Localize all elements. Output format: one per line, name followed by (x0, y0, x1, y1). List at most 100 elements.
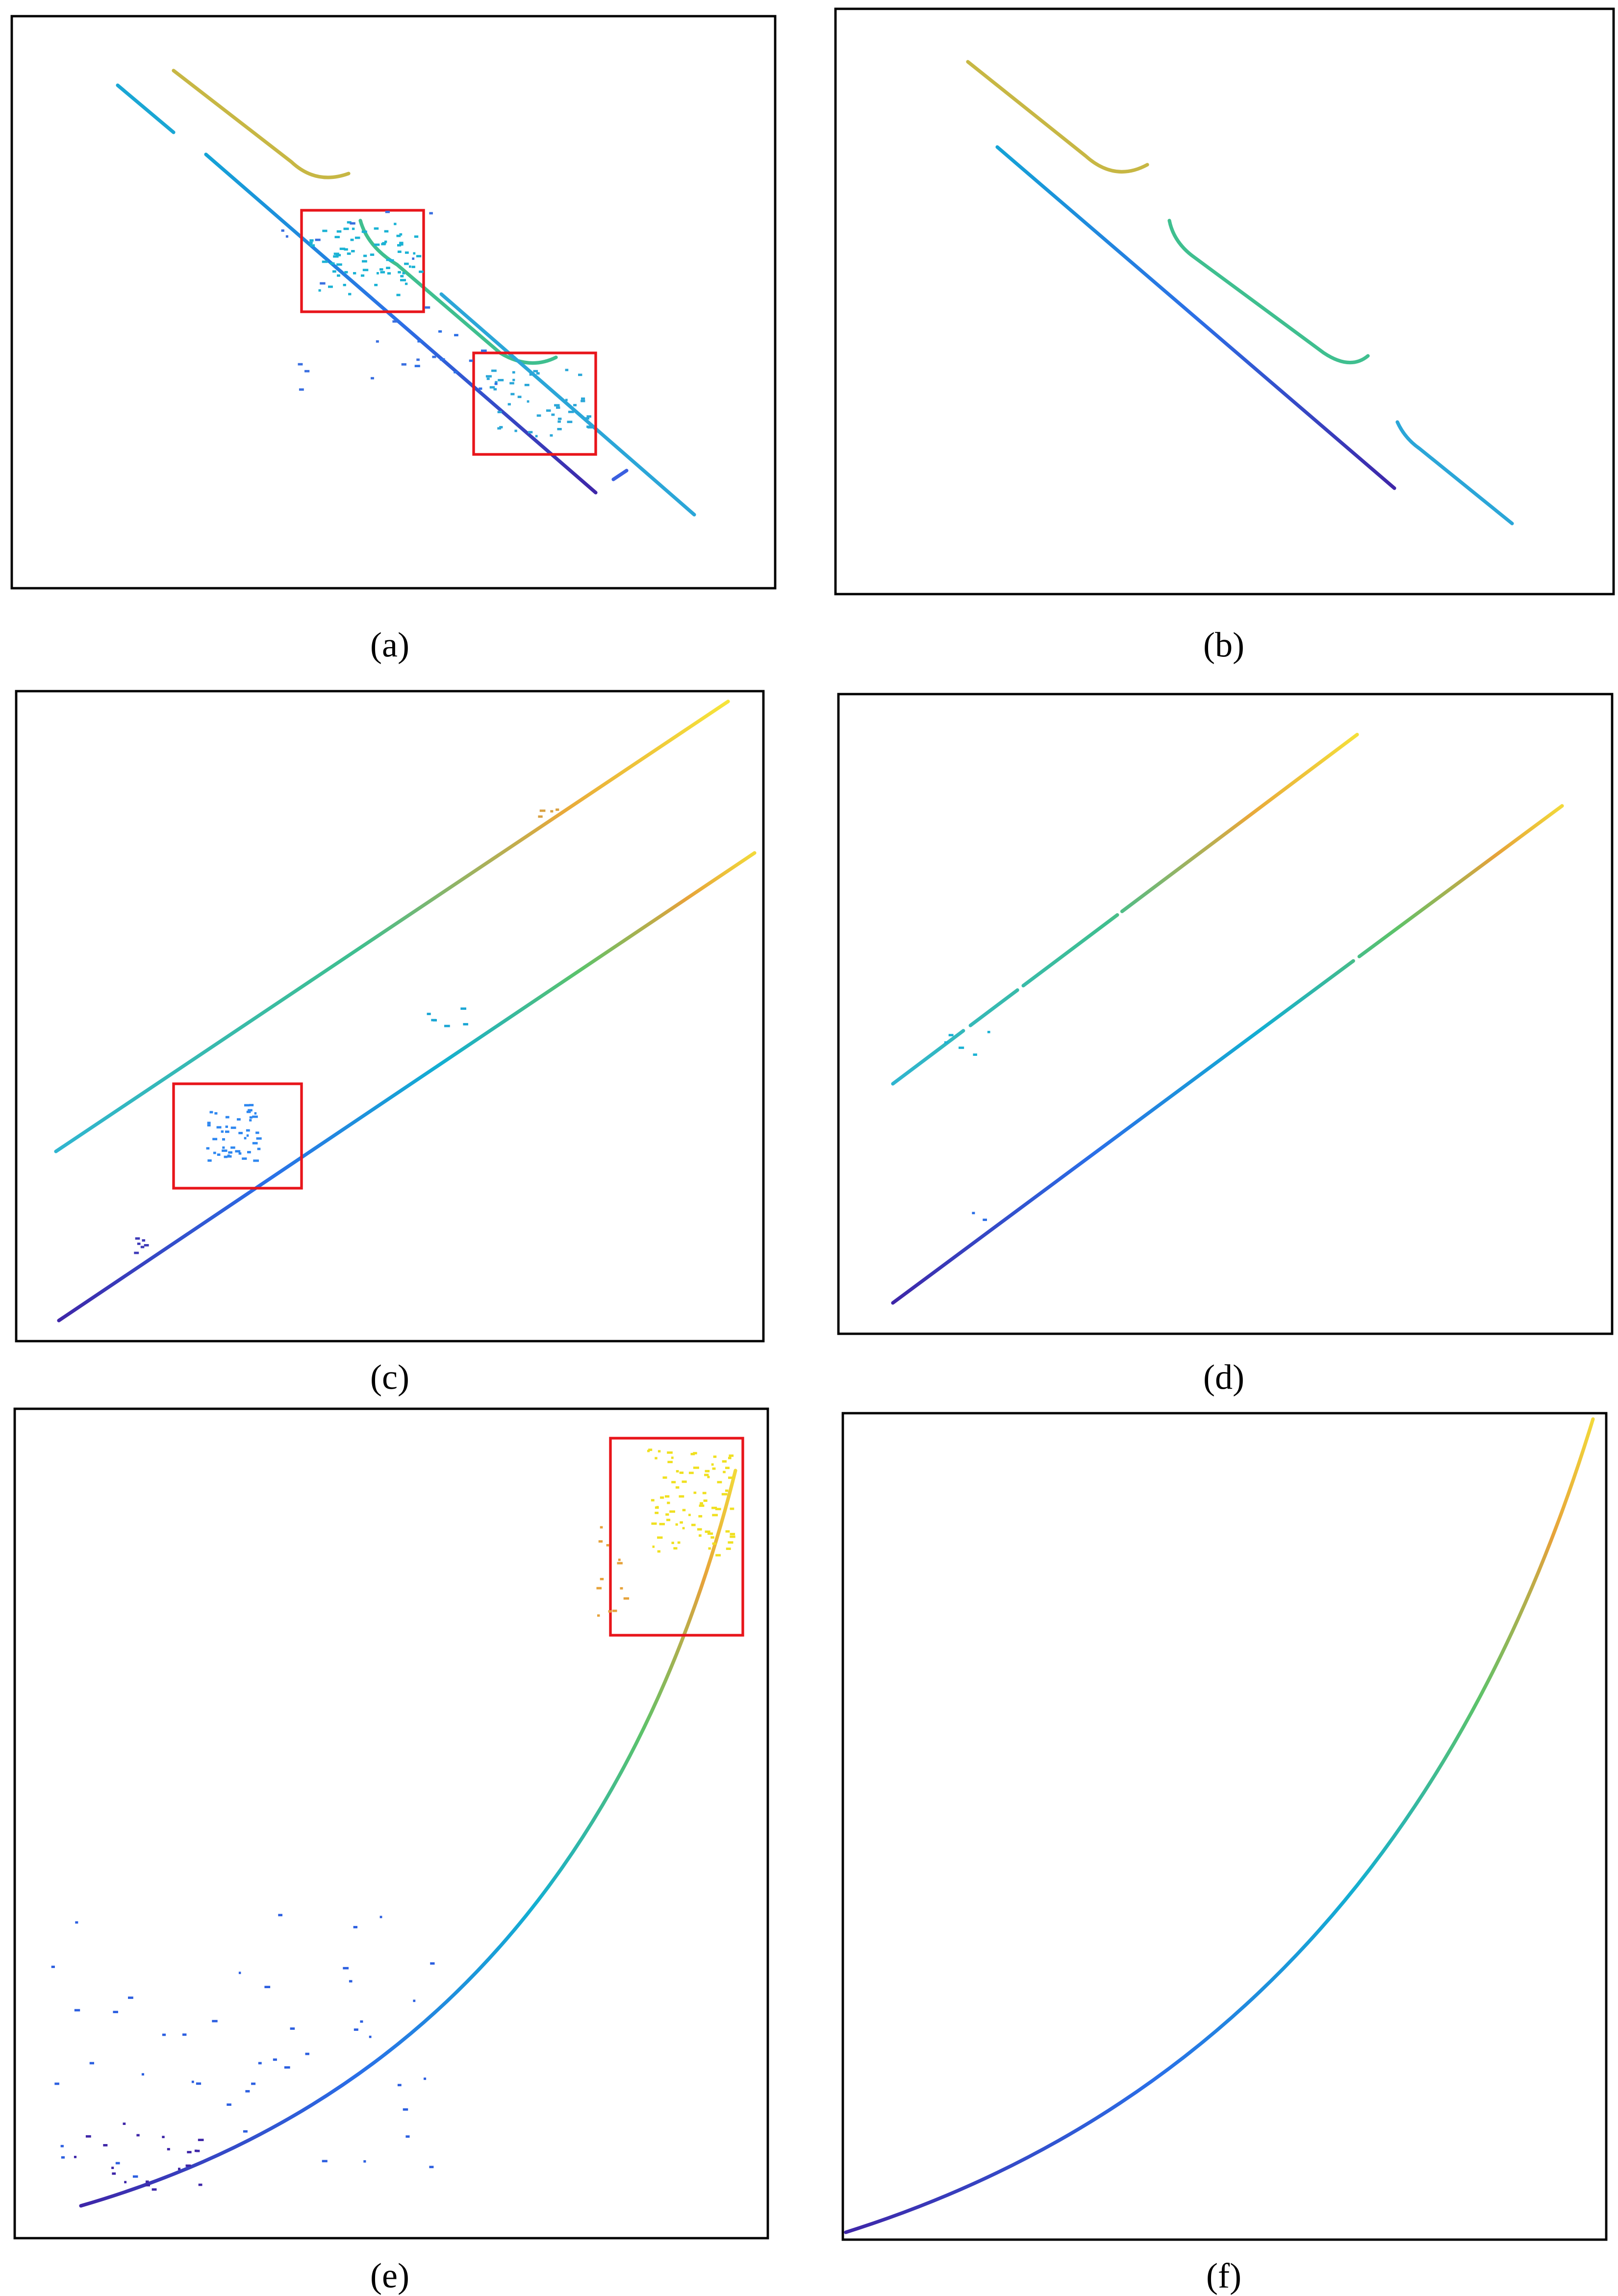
noise-point (715, 1554, 721, 1557)
noise-point (394, 223, 397, 225)
noise-point (567, 421, 573, 424)
noise-point (212, 1138, 218, 1141)
noise-point (178, 2168, 181, 2171)
noise-point (363, 254, 367, 257)
panel-frame (841, 1412, 1608, 2241)
noise-point (728, 1457, 732, 1459)
noise-point (285, 235, 288, 238)
noise-point (343, 227, 349, 230)
noise-point (329, 262, 335, 265)
noise-point (310, 244, 315, 247)
noise-point (371, 377, 374, 380)
noise-point (565, 399, 568, 401)
noise-point (440, 358, 445, 361)
noise-point (396, 294, 401, 297)
noise-point (697, 1528, 702, 1531)
noise-point (404, 262, 409, 265)
noise-point (944, 1041, 949, 1044)
noise-point (688, 1472, 694, 1474)
noise-point (535, 435, 538, 438)
noise-point (350, 222, 355, 225)
noise-point (400, 279, 406, 281)
noise-point (333, 255, 339, 258)
noise-point (655, 1457, 657, 1460)
noise-point (507, 403, 511, 406)
noise-point (354, 2028, 358, 2031)
noise-point (725, 1489, 729, 1492)
noise-point (586, 415, 591, 418)
noise-point (224, 1155, 228, 1158)
noise-point (61, 2156, 65, 2159)
noise-point (252, 1142, 258, 1145)
noise-point (412, 257, 415, 260)
noise-point (328, 285, 333, 288)
noise-point (132, 2175, 138, 2178)
lane-line (611, 469, 629, 481)
noise-point (682, 1509, 686, 1512)
noise-point (667, 1461, 673, 1464)
noise-point (335, 254, 341, 256)
noise-point (284, 2066, 290, 2069)
noise-point (75, 1921, 78, 1924)
noise-point (669, 1510, 675, 1513)
noise-point (404, 282, 408, 285)
noise-point (182, 2033, 187, 2036)
noise-point (334, 236, 340, 239)
noise-point (315, 238, 321, 241)
noise-point (246, 1110, 251, 1113)
noise-point (264, 1986, 271, 1989)
noise-point (136, 2134, 140, 2137)
noise-point (336, 230, 342, 233)
noise-point (655, 1512, 659, 1514)
noise-point (404, 251, 409, 254)
noise-point (651, 1499, 655, 1502)
noise-point (360, 274, 365, 277)
noise-point (431, 1019, 436, 1022)
noise-point (322, 2160, 328, 2163)
noise-point (256, 1137, 262, 1140)
noise-point (360, 2020, 363, 2023)
noise-point (243, 2130, 248, 2133)
noise-point (430, 1962, 435, 1965)
noise-point (343, 284, 346, 286)
noise-point (142, 1239, 146, 1242)
noise-point (380, 271, 385, 274)
noise-point (85, 2135, 91, 2138)
noise-point (255, 1131, 259, 1134)
noise-point (460, 1007, 466, 1010)
noise-point (454, 371, 458, 374)
noise-point (693, 1491, 697, 1494)
noise-point (424, 2077, 427, 2080)
noise-point (51, 1966, 55, 1968)
noise-point (352, 227, 355, 230)
noise-point (112, 2172, 116, 2175)
noise-point (230, 1126, 236, 1129)
noise-point (723, 1471, 726, 1473)
noise-point (688, 1514, 691, 1517)
noise-point (528, 431, 533, 434)
highlight-box (609, 1437, 744, 1637)
lane-line (116, 83, 176, 134)
noise-point (405, 2135, 410, 2138)
noise-point (322, 229, 328, 232)
noise-point (712, 1514, 718, 1517)
noise-point (258, 2062, 262, 2065)
noise-point (536, 414, 541, 417)
noise-point (485, 375, 492, 378)
noise-point (207, 1124, 211, 1127)
noise-point (554, 404, 560, 407)
noise-point (227, 1155, 232, 1158)
noise-point (217, 1153, 221, 1156)
noise-point (353, 272, 356, 275)
lane-line (172, 69, 351, 179)
noise-point (495, 381, 498, 384)
noise-point (617, 1562, 623, 1565)
noise-point (704, 1473, 709, 1476)
noise-point (514, 429, 517, 432)
noise-point (536, 372, 540, 375)
noise-point (489, 386, 495, 389)
noise-point (379, 1916, 382, 1919)
noise-point (248, 1109, 253, 1112)
panel-frame (837, 693, 1614, 1335)
